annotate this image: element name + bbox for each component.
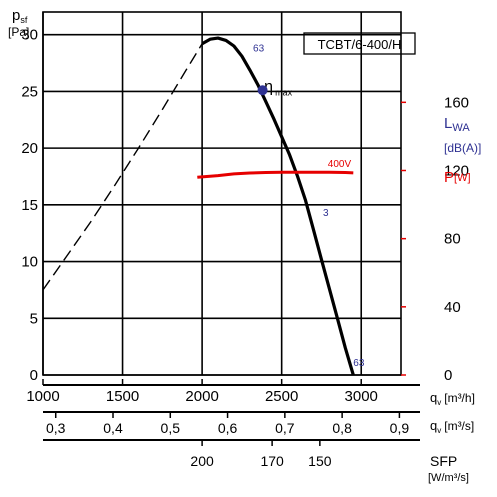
series-line-0 — [42, 43, 203, 291]
x-tick-label: 1000 — [26, 388, 59, 405]
lwa-axis-label: LWA — [444, 115, 470, 134]
annotation-label: η max — [264, 78, 292, 97]
m3s-tick-label: 0,3 — [46, 420, 66, 436]
plot-frame — [42, 11, 402, 376]
annotation-subscript: max — [275, 87, 293, 97]
x-axis-m3s-ticks: 0,3 0,4 0,5 0,6 0,7 0,8 0,9 — [46, 412, 409, 436]
y-axis-unit: [Pa] — [8, 25, 29, 39]
annotation-text: 400V — [328, 159, 352, 170]
annotation-label: 3 — [323, 208, 329, 219]
y-tick-label: 25 — [21, 83, 38, 100]
x-tick-label: 3000 — [345, 388, 378, 405]
sfp-tick-label: 170 — [260, 453, 284, 469]
m3s-tick-label: 0,5 — [161, 420, 181, 436]
annotations: 63 η max 3 400V 63 — [253, 44, 365, 369]
sfp-axis-unit: [W/m³/s] — [428, 472, 469, 484]
annotation-label: 400V — [328, 159, 352, 170]
x-tick-label: 1500 — [106, 388, 139, 405]
y-tick-label: 0 — [30, 367, 38, 384]
y-tick-label: 10 — [21, 254, 38, 271]
m3s-tick-label: 0,7 — [275, 420, 295, 436]
power-tick-label: 0 — [444, 367, 452, 384]
power-tick-label: 160 — [444, 94, 469, 111]
sfp-axis-ticks: 200 170 150 — [190, 440, 332, 469]
annotation-text: 63 — [253, 44, 265, 55]
sfp-tick-label: 150 — [308, 453, 332, 469]
annotation-text: 3 — [323, 208, 329, 219]
power-tick-label: 120 — [444, 162, 469, 179]
y-tick-label: 15 — [21, 197, 38, 214]
x-axis-label: qv [m³/h] — [430, 390, 475, 407]
grid — [42, 11, 420, 441]
x-axis-ticks: 1000 1500 2000 2500 3000 — [26, 388, 378, 405]
annotation-label: 63 — [353, 358, 365, 369]
y-axis-ticks: 0 5 10 15 20 25 30 — [21, 27, 38, 384]
power-axis-ticks: 0 40 80 120 160 — [401, 94, 469, 384]
y-tick-label: 5 — [30, 310, 38, 327]
eta-max-marker — [257, 85, 268, 96]
sfp-axis-label: SFP — [430, 453, 457, 469]
x-tick-label: 2000 — [185, 388, 218, 405]
x-tick-label: 2500 — [265, 388, 298, 405]
m3s-tick-label: 0,8 — [332, 420, 352, 436]
series-line-2 — [197, 170, 354, 179]
series-line-1 — [201, 36, 355, 376]
sfp-tick-label: 200 — [190, 453, 214, 469]
y-tick-label: 30 — [21, 27, 38, 44]
model-label: TCBT/6-400/H — [318, 37, 402, 52]
annotation-text: 63 — [353, 358, 365, 369]
m3s-tick-label: 0,4 — [103, 420, 123, 436]
y-tick-label: 20 — [21, 140, 38, 157]
y-axis-label: psf — [12, 7, 28, 25]
x-axis-m3s-label: qv [m³/s] — [430, 418, 474, 435]
annotation-text: η — [264, 78, 273, 95]
m3s-tick-label: 0,6 — [218, 420, 238, 436]
model-label-box: TCBT/6-400/H — [303, 32, 416, 55]
annotation-label: 63 — [253, 44, 265, 55]
power-axis-label: P[W] — [444, 169, 471, 186]
power-tick-label: 40 — [444, 299, 461, 316]
series — [42, 36, 355, 376]
lwa-axis-unit: [dB(A)] — [444, 141, 481, 155]
m3s-tick-label: 0,9 — [390, 420, 410, 436]
power-tick-label: 80 — [444, 231, 461, 248]
